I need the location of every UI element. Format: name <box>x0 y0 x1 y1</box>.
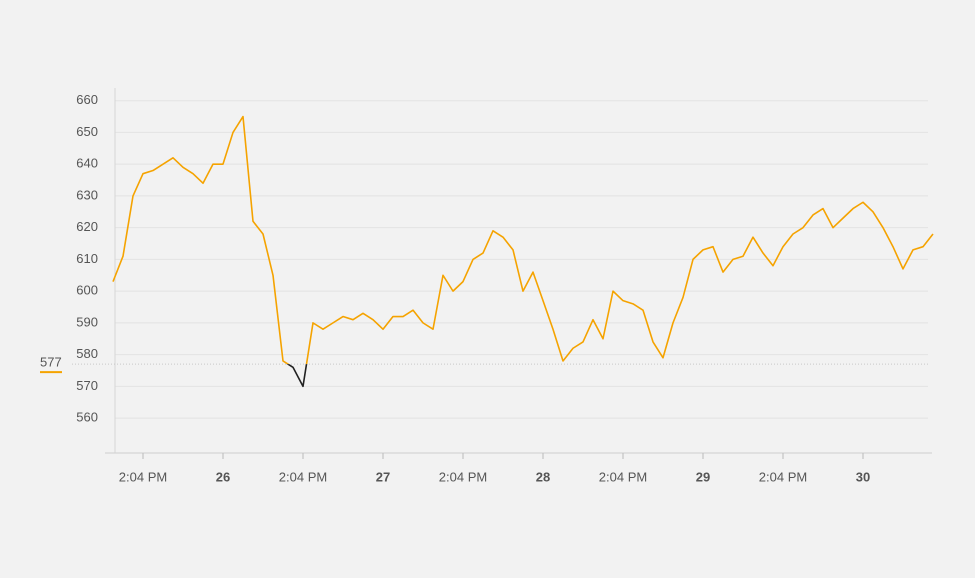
x-tick-label: 2:04 PM <box>759 469 807 484</box>
x-tick-label: 2:04 PM <box>599 469 647 484</box>
y-tick-label: 580 <box>76 346 98 361</box>
y-tick-label: 640 <box>76 156 98 171</box>
price-line <box>112 115 934 365</box>
y-tick-label: 660 <box>76 92 98 107</box>
y-tick-label: 600 <box>76 283 98 298</box>
y-tick-label: 620 <box>76 219 98 234</box>
y-tick-label: 590 <box>76 314 98 329</box>
x-tick-label: 27 <box>376 469 390 484</box>
y-tick-label: 630 <box>76 187 98 202</box>
x-tick-label: 30 <box>856 469 870 484</box>
x-tick-label: 29 <box>696 469 710 484</box>
y-tick-label: 570 <box>76 378 98 393</box>
x-tick-label: 2:04 PM <box>279 469 327 484</box>
price-line-below <box>286 364 308 388</box>
x-tick-label: 2:04 PM <box>439 469 487 484</box>
x-tick-label: 2:04 PM <box>119 469 167 484</box>
y-tick-label: 650 <box>76 124 98 139</box>
reference-label: 577 <box>40 355 62 370</box>
y-tick-label: 610 <box>76 251 98 266</box>
x-tick-label: 28 <box>536 469 550 484</box>
y-tick-label: 560 <box>76 410 98 425</box>
x-tick-label: 26 <box>216 469 230 484</box>
